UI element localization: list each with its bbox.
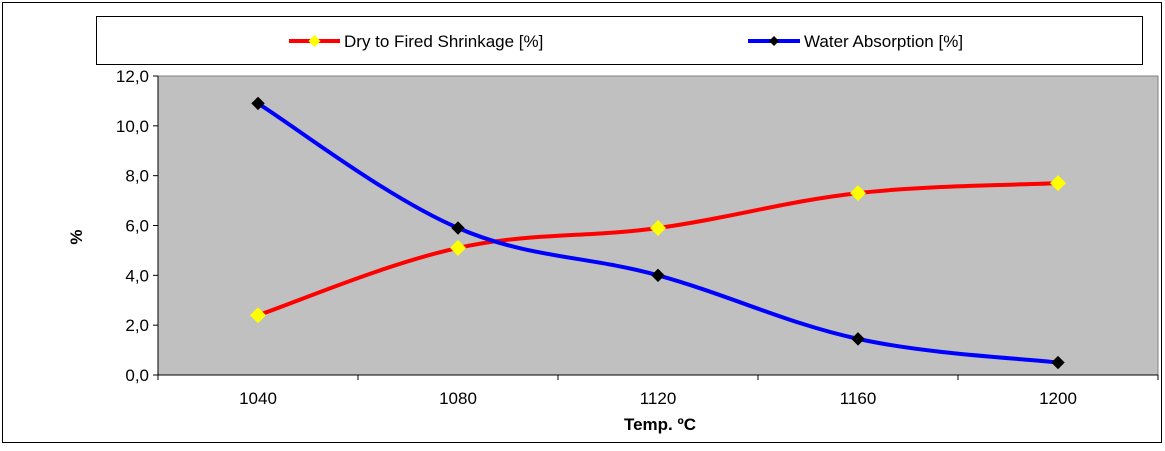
y-axis-title: % [67, 229, 86, 244]
series-layer [250, 96, 1066, 370]
legend-entry-1: Dry to Fired Shrinkage [%] [289, 32, 543, 51]
legend: Dry to Fired Shrinkage [%] Water Absorpti… [96, 16, 1143, 65]
series-1 [250, 175, 1066, 324]
legend-label: Water Absorption [%] [804, 32, 963, 51]
data-point [451, 221, 465, 235]
series-2 [251, 96, 1065, 370]
data-point [1050, 175, 1066, 192]
y-tick-label: 6,0 [125, 217, 149, 236]
y-tick-label: 4,0 [125, 266, 149, 285]
data-point [250, 307, 266, 324]
legend-entry-2: Water Absorption [%] [748, 32, 963, 51]
data-point [851, 332, 865, 346]
y-tick-label: 10,0 [116, 117, 149, 136]
y-tick-label: 2,0 [125, 316, 149, 335]
data-point [1051, 355, 1065, 370]
x-tick-label: 1200 [1039, 389, 1077, 408]
legend-box [96, 16, 1143, 65]
x-tick-label: 1120 [640, 389, 677, 408]
x-tick-label: 1040 [239, 389, 277, 408]
y-tick-label: 8,0 [125, 167, 149, 186]
x-tick-label: 1080 [439, 389, 477, 408]
y-tick-label: 0,0 [125, 366, 149, 385]
data-point [651, 268, 665, 283]
axes: 0,0 2,0 4,0 6,0 8,0 10,0 12,0 1040 1080 1120 1160 1… [116, 67, 1159, 408]
legend-swatch-marker [769, 36, 779, 46]
data-point [450, 239, 466, 256]
data-point [650, 219, 666, 236]
x-tick-label: 1160 [840, 389, 877, 408]
data-point [251, 96, 265, 111]
x-axis-title: Temp. ºC [624, 415, 696, 434]
legend-label: Dry to Fired Shrinkage [%] [344, 32, 543, 51]
y-tick-label: 12,0 [116, 67, 149, 86]
data-point [850, 185, 866, 202]
legend-swatch-marker [308, 35, 321, 47]
